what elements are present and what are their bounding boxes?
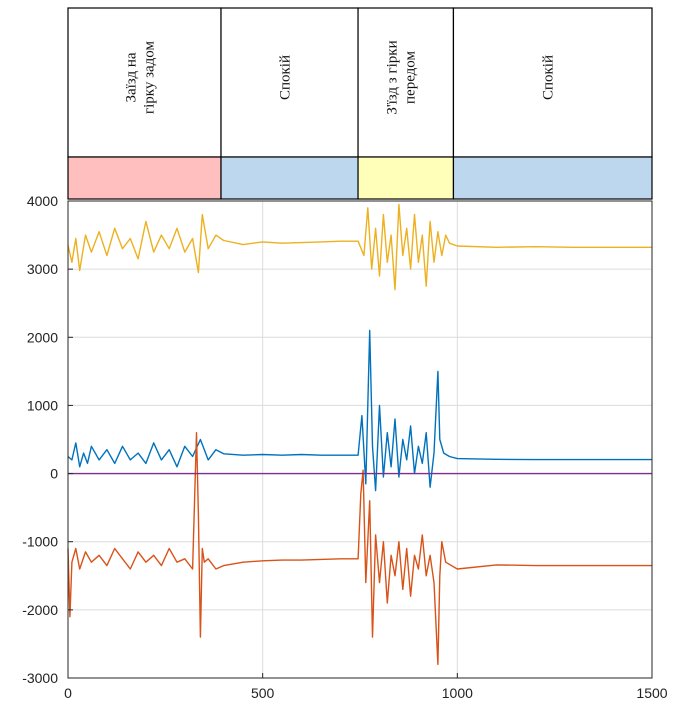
phase-table: Заїзд на гірку задом Спокій З'їзд з гірки пе…: [67, 7, 653, 200]
y-tick-label-5: -1000: [22, 534, 58, 550]
y-tick-label-6: -2000: [22, 602, 58, 618]
phase-label-cell-0: [67, 7, 222, 158]
phase-label-cell-3: [452, 7, 653, 158]
phase-label-0-line-1: гірку задом: [142, 40, 158, 114]
x-tick-label-3: 1500: [636, 685, 667, 701]
series-line-1: [67, 329, 652, 492]
plot-area: 0 500 1000 1500 4000 3000 2000 1000 0 -1000 -2000 -…: [22, 193, 668, 701]
y-tick-label-1: 3000: [27, 261, 58, 277]
phase-label-2-line-0: З'їзд з гірки: [385, 40, 401, 114]
phase-color-cell-0: [67, 156, 222, 200]
x-tick-label-2: 1000: [442, 685, 473, 701]
y-tick-label-4: 0: [50, 466, 58, 482]
series-line-0: [67, 203, 652, 291]
y-tick-label-0: 4000: [27, 193, 58, 209]
phase-label-1-line-0: Спокій: [278, 55, 294, 100]
phase-label-cell-1: [220, 7, 359, 158]
phase-label-0-line-0: Заїзд на: [124, 52, 140, 102]
series-line-2: [67, 432, 652, 666]
y-tick-label-3: 1000: [27, 397, 58, 413]
axes-box: [67, 200, 653, 679]
phase-color-cell-2: [357, 156, 455, 200]
phase-color-cell-3: [452, 156, 653, 200]
phase-label-2-line-1: передом: [403, 51, 419, 104]
y-tick-label-2: 2000: [27, 329, 58, 345]
x-tick-label-1: 500: [251, 685, 275, 701]
phase-color-cell-1: [220, 156, 359, 200]
phase-label-3-line-0: Спокій: [541, 55, 557, 100]
x-tick-label-0: 0: [64, 685, 72, 701]
phase-label-cell-2: [357, 7, 455, 158]
y-tick-label-7: -3000: [22, 670, 58, 686]
